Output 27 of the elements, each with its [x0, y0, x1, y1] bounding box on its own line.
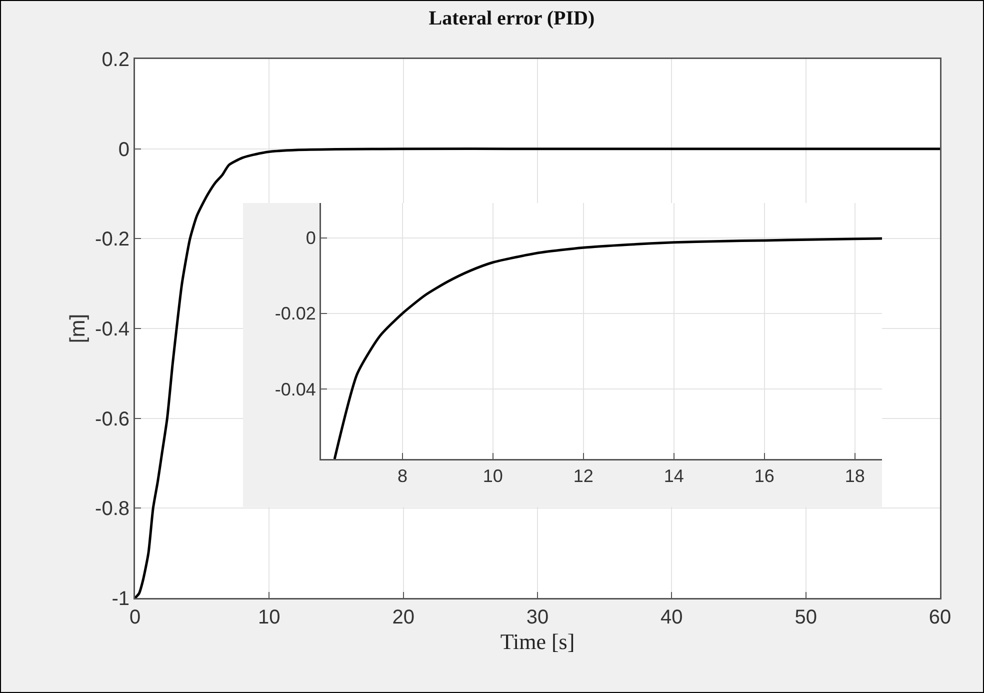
x-tick-label: 14 — [664, 466, 684, 486]
y-tick-label: -0.2 — [95, 228, 130, 251]
x-tick-label: 40 — [660, 606, 683, 628]
x-tick-label: 30 — [526, 606, 549, 628]
line-series — [135, 148, 940, 598]
y-tick-label: -0.04 — [274, 379, 316, 400]
x-tick-label: 18 — [844, 466, 865, 486]
y-tick-label: -0.6 — [95, 408, 130, 430]
x-tick-label: 8 — [397, 466, 408, 486]
chart-title: Lateral error (PID) — [428, 7, 595, 30]
x-tick-label: 10 — [258, 606, 280, 628]
y-tick-label: 0.2 — [102, 49, 130, 71]
y-tick-label: -0.8 — [95, 498, 130, 520]
x-tick-label: 60 — [928, 606, 952, 628]
x-axis-title: Time [s] — [500, 629, 575, 654]
y-tick-label: 0 — [306, 228, 316, 248]
x-tick-label: 16 — [754, 466, 774, 486]
y-tick-label: -1 — [112, 588, 130, 610]
x-tick-label: 12 — [573, 466, 594, 486]
x-tick-label: 50 — [794, 606, 817, 628]
y-axis-title: [m] — [66, 314, 90, 344]
y-tick-label: 0 — [118, 138, 130, 161]
y-tick-label: -0.02 — [274, 304, 316, 324]
x-tick-label: 20 — [392, 606, 414, 628]
line-series — [333, 237, 882, 459]
x-tick-label: 10 — [482, 466, 503, 486]
y-tick-label: -0.4 — [95, 318, 130, 340]
